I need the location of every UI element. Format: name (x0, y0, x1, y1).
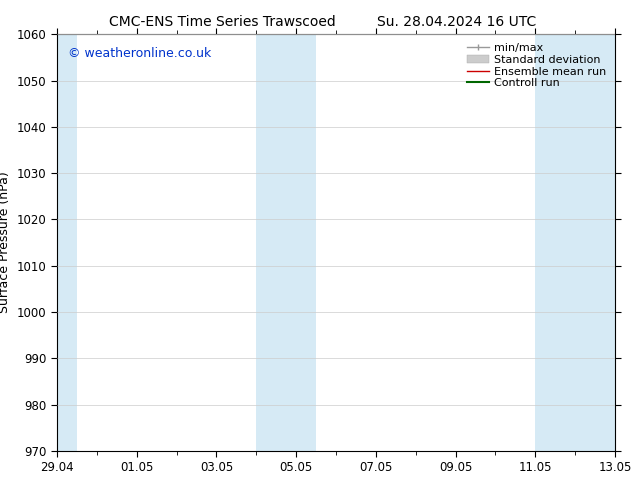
Text: Su. 28.04.2024 16 UTC: Su. 28.04.2024 16 UTC (377, 15, 536, 29)
Y-axis label: Surface Pressure (hPa): Surface Pressure (hPa) (0, 172, 11, 314)
Bar (555, 34, 615, 451)
Bar (535, 34, 555, 451)
Bar (256, 34, 276, 451)
Text: © weatheronline.co.uk: © weatheronline.co.uk (68, 47, 212, 60)
Bar (276, 34, 316, 451)
Legend: min/max, Standard deviation, Ensemble mean run, Controll run: min/max, Standard deviation, Ensemble me… (464, 40, 609, 92)
Text: CMC-ENS Time Series Trawscoed: CMC-ENS Time Series Trawscoed (108, 15, 335, 29)
Bar (57, 34, 77, 451)
